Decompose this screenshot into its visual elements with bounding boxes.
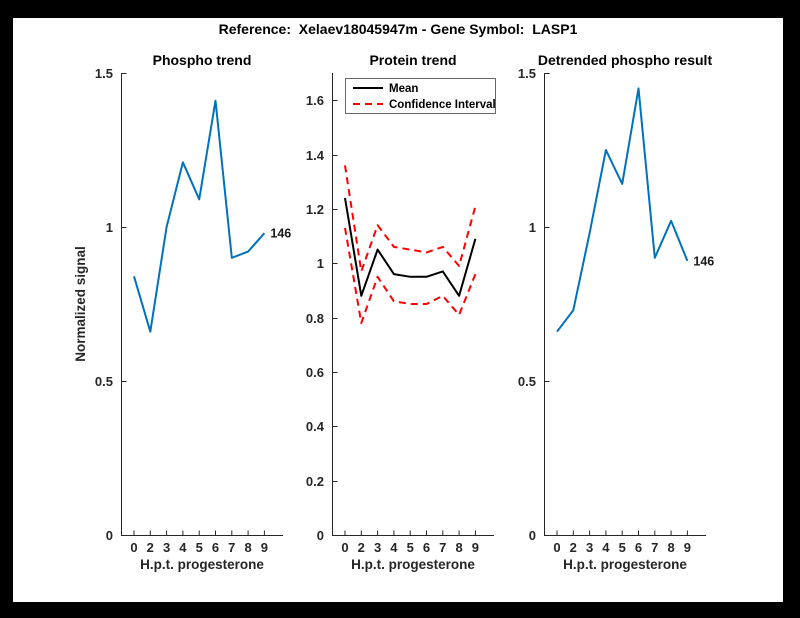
series-line-confidence-interval-upper — [344, 165, 477, 273]
y-tick-label: 0.5 — [518, 374, 536, 389]
y-tick-label: 0.4 — [306, 419, 325, 434]
series-line-phospho-signal — [133, 99, 266, 333]
legend-label: Confidence Interval — [389, 99, 496, 111]
y-tick-label: 1 — [106, 220, 113, 235]
x-tick-label: 3 — [586, 540, 593, 555]
x-tick-label: 3 — [163, 540, 170, 555]
y-tick-label: 1.2 — [306, 202, 324, 217]
end-value-label: 146 — [693, 254, 714, 268]
y-tick-label: 0 — [106, 528, 113, 543]
x-axis-label: H.p.t. progesterone — [140, 557, 264, 572]
x-tick-label: 8 — [244, 540, 251, 555]
end-value-label: 146 — [270, 227, 291, 241]
x-tick-label: 3 — [374, 540, 381, 555]
y-tick-label: 0.6 — [306, 365, 324, 380]
y-tick-label: 1.4 — [306, 148, 325, 163]
y-tick-label: 0 — [317, 528, 324, 543]
y-tick-label: 0 — [529, 528, 536, 543]
x-tick-label: 4 — [602, 540, 610, 555]
y-tick-label: 0.5 — [95, 374, 113, 389]
x-tick-label: 5 — [619, 540, 626, 555]
y-tick-label: 0.2 — [306, 474, 324, 489]
y-axis-label: Normalized signal — [73, 246, 88, 362]
x-tick-label: 6 — [423, 540, 430, 555]
x-tick-label: 7 — [439, 540, 446, 555]
y-tick-label: 1.6 — [306, 93, 324, 108]
series-line-confidence-interval-lower — [344, 227, 477, 324]
x-tick-label: 9 — [684, 540, 691, 555]
x-tick-label: 0 — [341, 540, 348, 555]
x-tick-label: 4 — [390, 540, 398, 555]
x-axis-label: H.p.t. progesterone — [563, 557, 687, 572]
x-tick-label: 0 — [130, 540, 137, 555]
x-tick-label: 2 — [570, 540, 577, 555]
x-tick-label: 4 — [179, 540, 187, 555]
x-tick-label: 9 — [261, 540, 268, 555]
x-axis-label: H.p.t. progesterone — [351, 557, 475, 572]
subplot-protein-trend: 00.20.40.60.811.21.41.60 2 3 4 5 6 7 8 9Protein … — [306, 52, 496, 572]
x-tick-label: 9 — [472, 540, 479, 555]
subplot-title: Detrended phospho result — [538, 52, 713, 68]
subplot-title: Protein trend — [369, 52, 456, 68]
x-tick-label: 6 — [212, 540, 219, 555]
series-line-mean — [344, 197, 477, 297]
x-tick-label: 7 — [228, 540, 235, 555]
x-tick-label: 8 — [455, 540, 462, 555]
legend-box — [345, 78, 496, 114]
x-tick-label: 5 — [196, 540, 203, 555]
subplot-title: Phospho trend — [153, 52, 252, 68]
x-tick-label: 8 — [667, 540, 674, 555]
figure-canvas — [13, 18, 783, 602]
y-tick-label: 1.5 — [95, 66, 113, 81]
x-tick-label: 0 — [553, 540, 560, 555]
x-tick-label: 7 — [651, 540, 658, 555]
y-tick-label: 1 — [317, 256, 324, 271]
figure-title: Reference: Xelaev18045947m - Gene Symbol… — [218, 21, 578, 37]
y-tick-label: 1 — [529, 220, 536, 235]
legend: Mean Confidence Interval — [345, 78, 496, 114]
x-tick-label: 6 — [635, 540, 642, 555]
y-tick-label: 1.5 — [518, 66, 536, 81]
x-tick-label: 2 — [147, 540, 154, 555]
legend-label: Mean — [389, 83, 418, 95]
x-tick-label: 2 — [358, 540, 365, 555]
x-tick-label: 5 — [407, 540, 414, 555]
y-tick-label: 0.8 — [306, 311, 324, 326]
series-line-detrended-phospho-signal — [556, 87, 689, 333]
